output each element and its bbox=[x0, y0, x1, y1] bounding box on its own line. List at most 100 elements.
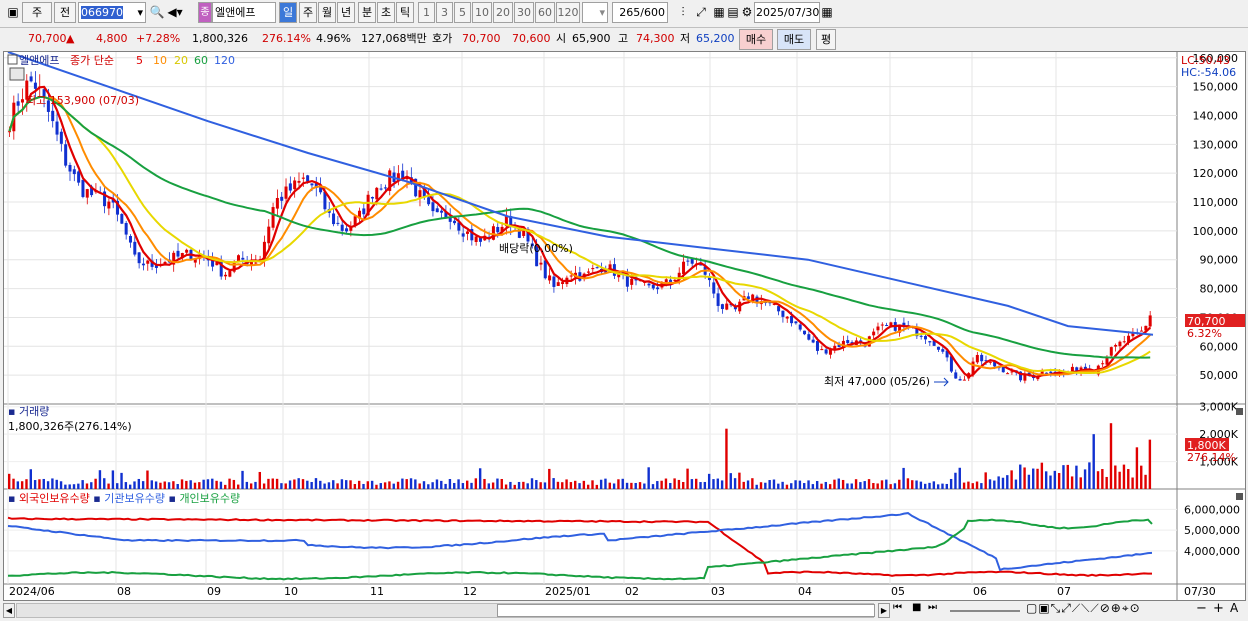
count-input[interactable]: 265/600 bbox=[612, 2, 668, 23]
period-120[interactable]: 120 bbox=[556, 2, 580, 23]
candle-body bbox=[686, 260, 690, 262]
candle-body bbox=[746, 296, 750, 300]
period-1[interactable]: 1 bbox=[418, 2, 435, 23]
x-tick-label: 10 bbox=[284, 585, 298, 598]
volume-bar bbox=[396, 481, 400, 489]
volume-bar bbox=[1027, 474, 1031, 489]
tab-week[interactable]: 주 bbox=[299, 2, 317, 23]
volume-bar bbox=[824, 481, 828, 489]
period-5[interactable]: 5 bbox=[454, 2, 471, 23]
candle-body bbox=[55, 121, 59, 135]
grid-toggle-icon[interactable] bbox=[9, 67, 25, 81]
stock-badge: 종 bbox=[198, 2, 212, 23]
x-tick-label: 03 bbox=[711, 585, 725, 598]
x-tick-label: 2024/06 bbox=[9, 585, 55, 598]
gear-icon[interactable]: ⚙ bbox=[741, 5, 753, 19]
lc-label: LC:50.43 bbox=[1181, 54, 1230, 67]
quote-volume: 1,800,326 bbox=[192, 32, 248, 45]
holding-close-icon[interactable] bbox=[1236, 493, 1243, 500]
tool-icons[interactable]: ▢▣⤡⤢⟋⟍⟋⊘⊕⌖⊙ bbox=[1026, 601, 1141, 615]
candle-body bbox=[319, 185, 323, 193]
candle-body bbox=[1044, 372, 1048, 374]
panel-menu-icon[interactable] bbox=[7, 54, 18, 65]
stop-icon[interactable]: ■ bbox=[912, 602, 922, 613]
candle-body bbox=[556, 282, 560, 286]
buy-button[interactable]: 매수 bbox=[739, 29, 773, 50]
mode-select-2[interactable]: 전 bbox=[54, 2, 76, 23]
tab-tick[interactable]: 틱 bbox=[396, 2, 414, 23]
tab-minute[interactable]: 분 bbox=[358, 2, 376, 23]
zoom-out-icon[interactable]: − bbox=[1196, 601, 1207, 616]
calendar-icon[interactable]: ▦ bbox=[821, 5, 833, 19]
window-icon[interactable]: ▣ bbox=[7, 5, 19, 19]
zoom-slider[interactable] bbox=[950, 610, 1020, 612]
forward-icon[interactable]: ⏭ bbox=[928, 602, 937, 613]
stock-name[interactable]: 엘앤에프 bbox=[212, 2, 276, 23]
candle-body bbox=[1122, 341, 1126, 343]
rewind-icon[interactable]: ⏮ bbox=[893, 602, 902, 613]
candle-body bbox=[314, 183, 318, 188]
eval-button[interactable]: 평 bbox=[816, 29, 836, 50]
volume-bar bbox=[1114, 465, 1117, 489]
period-60[interactable]: 60 bbox=[535, 2, 555, 23]
candle-body bbox=[51, 110, 55, 122]
volume-bar bbox=[936, 484, 940, 489]
speaker-icon[interactable]: ◀▾ bbox=[167, 5, 183, 19]
volume-bar bbox=[975, 481, 979, 489]
volume-close-icon[interactable] bbox=[1236, 408, 1243, 415]
search-icon[interactable]: 🔍 bbox=[149, 5, 165, 19]
volume-bar bbox=[1036, 468, 1039, 489]
scrollbar-thumb[interactable] bbox=[497, 604, 875, 617]
grid-icon[interactable]: ▦ bbox=[713, 5, 725, 19]
main-toolbar: ▣ 주 전 066970 ▾ 🔍 ◀▾ 종 엘앤에프 일 주 월 년 분 초 틱 … bbox=[0, 0, 1248, 27]
volume-bar bbox=[185, 480, 188, 489]
candle-body bbox=[306, 175, 310, 182]
candle-body bbox=[388, 170, 392, 191]
candle-body bbox=[401, 170, 405, 181]
volume-bar bbox=[163, 481, 166, 489]
volume-bar bbox=[193, 482, 197, 489]
chart-svg[interactable]: 50,00060,00070,00080,00090,000100,000110… bbox=[4, 52, 1245, 600]
quote-amount: 127,068백만 bbox=[361, 32, 427, 45]
candle-body bbox=[120, 214, 124, 224]
quote-pct: +7.28% bbox=[136, 32, 181, 45]
candle-icon[interactable]: ⫶ bbox=[681, 5, 685, 19]
scrollbar-track[interactable] bbox=[16, 603, 875, 618]
candle-body bbox=[591, 267, 595, 270]
period-10[interactable]: 10 bbox=[472, 2, 492, 23]
scroll-right-button[interactable]: ▶ bbox=[878, 603, 890, 618]
volume-bar bbox=[137, 478, 141, 489]
zoom-in-icon[interactable]: + bbox=[1213, 601, 1224, 616]
candle-body bbox=[228, 270, 232, 277]
sell-button[interactable]: 매도 bbox=[777, 29, 811, 50]
stock-code-input[interactable]: 066970 ▾ bbox=[78, 2, 146, 23]
candle-body bbox=[630, 278, 634, 285]
date-input[interactable]: 2025/07/30 bbox=[754, 2, 820, 23]
volume-bar bbox=[1148, 439, 1152, 489]
holding-tick-label: 4,000,000 bbox=[1184, 545, 1240, 558]
tab-month[interactable]: 월 bbox=[318, 2, 336, 23]
tab-second[interactable]: 초 bbox=[377, 2, 395, 23]
chevron-down-icon[interactable]: ▾ bbox=[137, 6, 143, 19]
period-20[interactable]: 20 bbox=[493, 2, 513, 23]
period-30[interactable]: 30 bbox=[514, 2, 534, 23]
period-custom-select[interactable]: ▾ bbox=[582, 2, 608, 23]
ma-legend-20: 20 bbox=[174, 54, 188, 67]
draw-icon[interactable]: ⤢ bbox=[696, 5, 706, 19]
font-size-icon[interactable]: A bbox=[1230, 601, 1239, 615]
volume-bar bbox=[513, 484, 516, 489]
volume-bar bbox=[954, 472, 957, 489]
candle-body bbox=[586, 271, 590, 273]
x-tick-label: 02 bbox=[625, 585, 639, 598]
volume-bar bbox=[1053, 470, 1057, 489]
volume-bar bbox=[310, 481, 313, 489]
period-3[interactable]: 3 bbox=[436, 2, 453, 23]
tab-day[interactable]: 일 bbox=[279, 2, 297, 23]
mode-select-1[interactable]: 주 bbox=[22, 2, 52, 23]
candle-body bbox=[25, 80, 29, 100]
quote-up-arrow: ▲ bbox=[66, 32, 75, 45]
save-icon[interactable]: ▤ bbox=[727, 5, 739, 19]
scroll-left-button[interactable]: ◀ bbox=[3, 603, 15, 618]
volume-bar bbox=[530, 478, 534, 489]
tab-year[interactable]: 년 bbox=[337, 2, 355, 23]
